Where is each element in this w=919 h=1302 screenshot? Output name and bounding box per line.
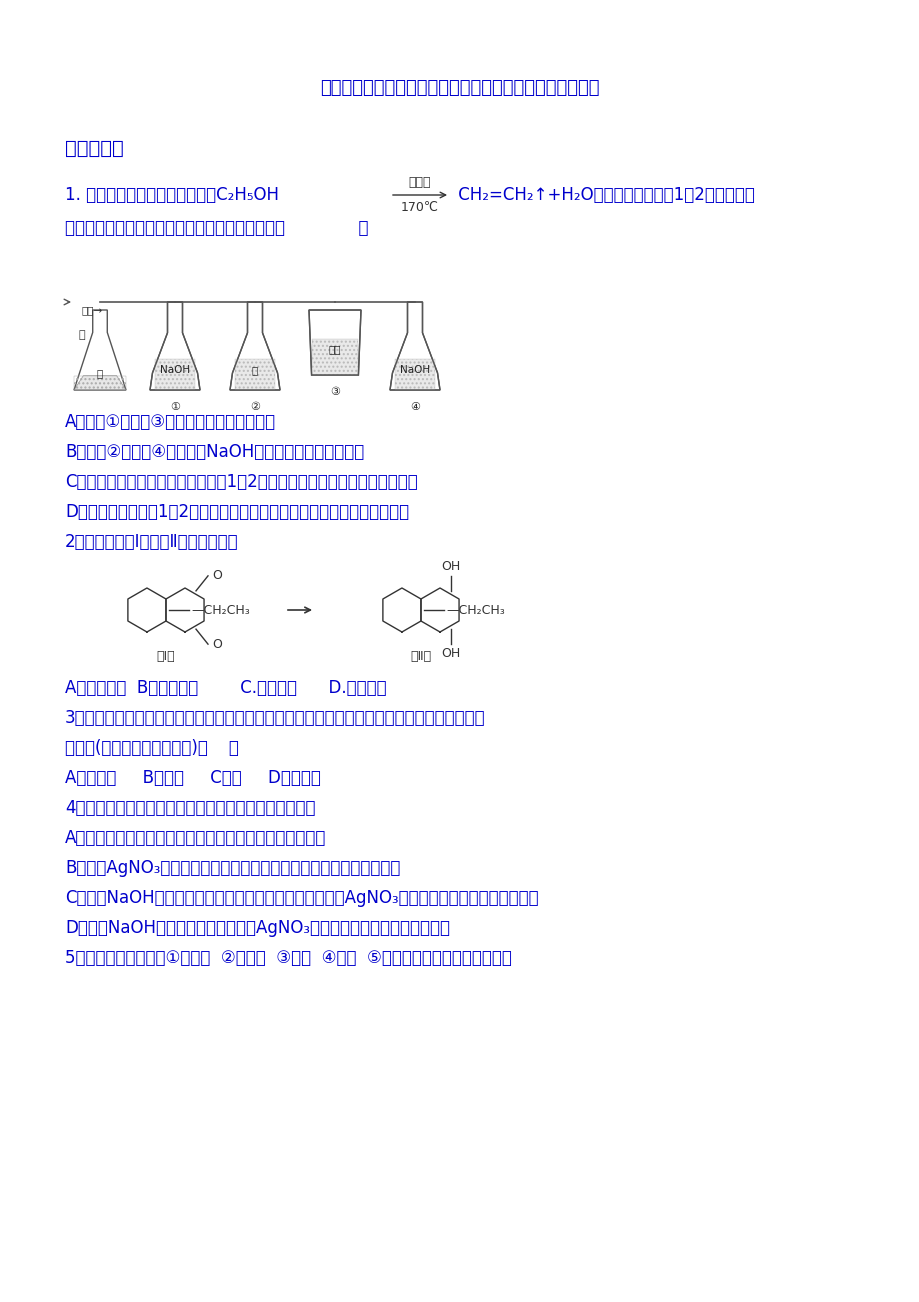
Text: 2．有机化合物Ⅰ转化为Ⅱ的反应类型是: 2．有机化合物Ⅰ转化为Ⅱ的反应类型是 (65, 533, 238, 551)
Text: 水: 水 (79, 329, 85, 340)
Text: OH: OH (441, 560, 460, 573)
Text: 3．下列液体中，滴入水中会出现分层现象，但在滴入热的氢氧化钠溶液中时分层现象会逐渐消: 3．下列液体中，滴入水中会出现分层现象，但在滴入热的氢氧化钠溶液中时分层现象会逐… (65, 710, 485, 727)
Text: ②: ② (250, 402, 260, 411)
Text: 水: 水 (252, 365, 258, 375)
Text: —CH₂CH₃: —CH₂CH₃ (191, 604, 249, 617)
Text: 浓硫酸: 浓硫酸 (408, 176, 431, 189)
Text: O: O (211, 638, 221, 651)
Text: D．制备乙烯和生成1，2－二溴乙烷的反应类型分别是消去反应和加成反应: D．制备乙烯和生成1，2－二溴乙烷的反应类型分别是消去反应和加成反应 (65, 503, 409, 521)
Text: 4．要检验某溴乙烷中的溴元素，正确的实验方法是（）: 4．要检验某溴乙烷中的溴元素，正确的实验方法是（） (65, 799, 315, 816)
Text: B．装置②和装置④中都盛有NaOH溶液，其吸收的杂质相同: B．装置②和装置④中都盛有NaOH溶液，其吸收的杂质相同 (65, 443, 364, 461)
Text: A．加入四氯化碳振荡，观察四氯化碳层是否有棕红色出现: A．加入四氯化碳振荡，观察四氯化碳层是否有棕红色出现 (65, 829, 326, 848)
Text: D．加入NaOH溶液共热，冷却后滴入AgNO₃溶液，观察有无浅黄色沉淀生成: D．加入NaOH溶液共热，冷却后滴入AgNO₃溶液，观察有无浅黄色沉淀生成 (65, 919, 449, 937)
Text: —CH₂CH₃: —CH₂CH₃ (446, 604, 505, 617)
Text: 1. 如图是用实验室制得的乙烯（C₂H₅OH: 1. 如图是用实验室制得的乙烯（C₂H₅OH (65, 186, 278, 204)
Polygon shape (74, 375, 126, 391)
Text: 气体→: 气体→ (82, 305, 103, 315)
Text: 失的是(不考虑有机物的挥发)（    ）: 失的是(不考虑有机物的挥发)（ ） (65, 740, 239, 756)
Text: 170℃: 170℃ (401, 201, 438, 214)
Text: 有机化学基础模块第２章第一节有机化学反应类型同步训练: 有机化学基础模块第２章第一节有机化学反应类型同步训练 (320, 79, 599, 98)
Text: ③: ③ (330, 387, 340, 397)
Text: （Ⅱ）: （Ⅱ） (410, 650, 431, 663)
Text: ④: ④ (410, 402, 420, 411)
Text: A．装置①和装置③中都盛有水，其作用相同: A．装置①和装置③中都盛有水，其作用相同 (65, 413, 276, 431)
Text: 5．已知下列化合物：①硝基苯  ②环己烷  ③乙苯  ④溴苯  ⑤间二硝基苯，其中能由苯通过: 5．已知下列化合物：①硝基苯 ②环己烷 ③乙苯 ④溴苯 ⑤间二硝基苯，其中能由苯… (65, 949, 511, 967)
Text: 溴水: 溴水 (328, 344, 341, 354)
Text: （Ⅰ）: （Ⅰ） (156, 650, 176, 663)
Text: ①: ① (170, 402, 180, 411)
Text: C．产物可用分液的方法进行分离，1，2－二溴乙烷应从分液漏斗的上口倒出: C．产物可用分液的方法进行分离，1，2－二溴乙烷应从分液漏斗的上口倒出 (65, 473, 417, 491)
Text: OH: OH (441, 647, 460, 660)
Text: NaOH: NaOH (400, 365, 429, 375)
Text: 一、单选题: 一、单选题 (65, 138, 124, 158)
Text: A．氧化反应  B．加成反应        C.还原反应      D.水解反应: A．氧化反应 B．加成反应 C.还原反应 D.水解反应 (65, 680, 386, 697)
Text: 的部分装置图，根据图示判断下列说法正确的是（              ）: 的部分装置图，根据图示判断下列说法正确的是（ ） (65, 219, 369, 237)
Text: 水: 水 (96, 367, 103, 378)
Text: C．加入NaOH溶液加热，然后加入稀硝酸呈酸性，再滴入AgNO₃溶液，观察有无浅黄色沉淀生成: C．加入NaOH溶液加热，然后加入稀硝酸呈酸性，再滴入AgNO₃溶液，观察有无浅… (65, 889, 538, 907)
Text: CH₂=CH₂↑+H₂O）与溴水作用制取1，2－二溴乙烷: CH₂=CH₂↑+H₂O）与溴水作用制取1，2－二溴乙烷 (452, 186, 754, 204)
Text: NaOH: NaOH (160, 365, 190, 375)
Text: O: O (211, 569, 221, 582)
Text: B．滴入AgNO₃溶液，再加入稀硝酸呈酸性，观察有无浅黄色沉淀生成: B．滴入AgNO₃溶液，再加入稀硝酸呈酸性，观察有无浅黄色沉淀生成 (65, 859, 400, 878)
Text: A．溴乙烷     B．乙醇     C．苯     D．苯乙烯: A．溴乙烷 B．乙醇 C．苯 D．苯乙烯 (65, 769, 321, 786)
